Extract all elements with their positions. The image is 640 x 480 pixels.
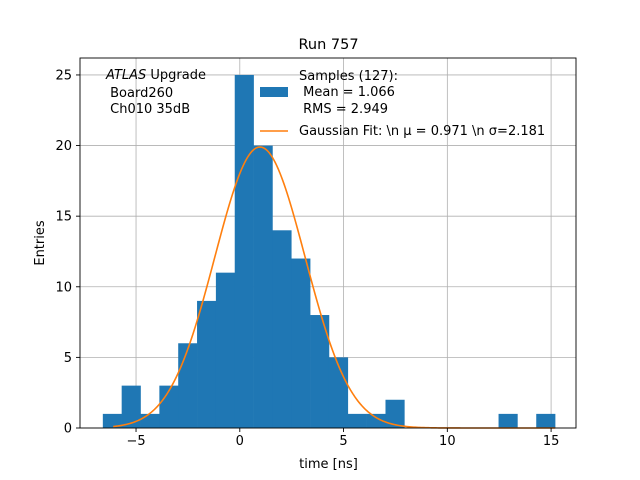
histogram-bar	[102, 413, 122, 428]
atlas-annotation: ATLAS Upgrade Board260 Ch010 35dB	[105, 68, 206, 117]
axis-ticks: −5 0 5 10 15 0 5 10 15 20 25	[55, 68, 559, 449]
histogram-bar	[347, 413, 367, 428]
x-tick-label: −5	[126, 434, 145, 449]
y-axis-label: Entries	[33, 220, 48, 266]
annotation-channel: Ch010 35dB	[106, 102, 190, 117]
histogram-bar	[140, 413, 160, 428]
legend-samples-line-2: Mean = 1.066	[299, 85, 395, 100]
histogram-bar	[272, 230, 292, 428]
y-tick-label: 10	[55, 280, 72, 295]
histogram-bar	[253, 145, 273, 428]
y-tick-label: 20	[55, 139, 72, 154]
histogram-bar	[536, 413, 556, 428]
histogram-bar	[291, 258, 311, 428]
chart-title: Run 757	[298, 37, 358, 53]
x-tick-label: 5	[339, 434, 347, 449]
svg-text:ATLAS Upgrade: ATLAS Upgrade	[105, 68, 206, 83]
histogram-bar	[215, 272, 236, 428]
legend-samples-swatch	[260, 87, 288, 97]
histogram-bar	[159, 385, 179, 428]
histogram-bar	[178, 343, 198, 428]
legend-samples-line-1: Samples (127):	[299, 69, 398, 84]
histogram-bar	[310, 315, 330, 428]
x-tick-label: 0	[236, 434, 244, 449]
histogram-bar	[498, 413, 518, 428]
y-tick-label: 0	[64, 422, 72, 437]
x-tick-label: 10	[439, 434, 456, 449]
histogram-bar	[328, 357, 349, 428]
x-axis-label: time [ns]	[299, 457, 358, 472]
y-tick-label: 25	[55, 68, 72, 83]
histogram-bar	[234, 74, 254, 428]
histogram-bar	[366, 413, 386, 428]
histogram-bar	[197, 300, 217, 428]
y-tick-label: 15	[55, 210, 72, 225]
histogram-bar	[121, 385, 141, 428]
histogram-bar	[385, 399, 405, 428]
x-tick-label: 15	[543, 434, 560, 449]
annotation-upgrade: Upgrade	[146, 68, 206, 83]
legend-fit-label: Gaussian Fit: \n μ = 0.971 \n σ=2.181	[299, 124, 545, 139]
legend-samples-line-3: RMS = 2.949	[299, 102, 388, 117]
legend: Samples (127): Mean = 1.066 RMS = 2.949 …	[260, 69, 545, 139]
plot-frame	[79, 57, 577, 429]
annotation-board: Board260	[106, 86, 173, 101]
y-tick-label: 5	[64, 351, 72, 366]
annotation-atlas: ATLAS	[105, 68, 146, 83]
histogram-bars	[102, 74, 556, 428]
